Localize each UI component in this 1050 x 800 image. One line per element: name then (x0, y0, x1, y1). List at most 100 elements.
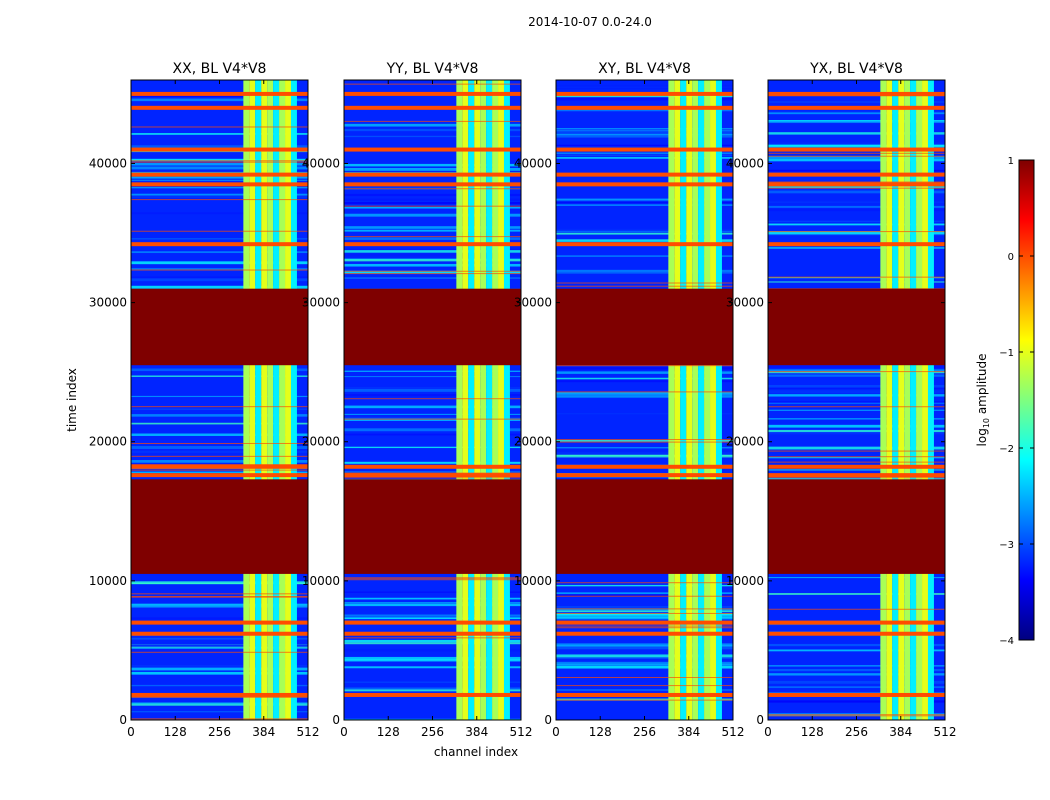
flagged-row (556, 439, 733, 441)
flagged-row (556, 676, 733, 678)
heatmap-streak (344, 386, 521, 389)
flagged-row (131, 620, 308, 625)
panels: XX, BL V4*V8 0 128 256 384 512 0 10000 20000 3000… (89, 61, 957, 739)
flagged-row (556, 91, 733, 96)
flagged-row (344, 398, 521, 400)
heatmap-streak (131, 98, 308, 102)
flagged-row (768, 371, 945, 373)
bright-channel-band (486, 80, 493, 720)
heatmap-streak (768, 220, 945, 222)
panel-title: YY, BL V4*V8 (386, 61, 479, 77)
heatmap-streak (344, 603, 521, 607)
y-tick-label: 10000 (726, 574, 764, 588)
flagged-row (768, 464, 945, 469)
flagged-row (556, 172, 733, 177)
heatmap-streak (768, 279, 945, 283)
heatmap-streak (344, 128, 521, 132)
heatmap-streak (768, 409, 945, 411)
flagged-row (556, 464, 733, 469)
heatmap-streak (344, 433, 521, 436)
x-tick-label: 384 (889, 725, 912, 739)
bright-channel-band (892, 80, 899, 720)
flagged-row (131, 91, 308, 96)
heatmap-streak (344, 687, 521, 690)
flagged-row (556, 694, 733, 696)
x-tick-label: 384 (465, 725, 488, 739)
heatmap-streak (344, 471, 521, 473)
flagged-row (556, 612, 733, 614)
flagged-row (768, 456, 945, 458)
heatmap-streak (768, 576, 945, 579)
flagged-row (344, 477, 521, 479)
heatmap-streak (768, 649, 945, 652)
heatmap-streak (556, 144, 733, 146)
y-tick-label: 0 (756, 713, 764, 727)
flagged-row (131, 464, 308, 469)
heatmap-streak (768, 686, 945, 689)
colorbar-label-amplitude: amplitude (975, 354, 989, 418)
saturated-block (768, 479, 945, 574)
flagged-row (344, 577, 521, 579)
heatmap-streak (131, 278, 308, 282)
heatmap-streak (768, 577, 945, 579)
bright-channel-band (474, 80, 481, 720)
heatmap-streak (556, 130, 733, 134)
flagged-row (768, 173, 945, 175)
heatmap-streak (131, 368, 308, 372)
heatmap-streak (556, 613, 733, 616)
heatmap-streak (768, 424, 945, 428)
heatmap-streak (344, 259, 521, 262)
heatmap-streak (344, 163, 521, 167)
heatmap-streak (556, 255, 733, 257)
heatmap-streak (344, 617, 521, 620)
heatmap-streak (556, 584, 733, 587)
heatmap-streak (131, 470, 308, 473)
saturated-block (768, 288, 945, 366)
heatmap-streak (344, 597, 521, 600)
heatmap-streak (768, 121, 945, 124)
heatmap-streak (556, 615, 733, 619)
heatmap-streak (556, 198, 733, 201)
x-axis-label: channel index (434, 745, 518, 759)
heatmap-streak (556, 608, 733, 611)
heatmap-streak (768, 232, 945, 236)
flagged-row (131, 242, 308, 247)
heatmap-streak (768, 277, 945, 279)
flagged-row (131, 230, 308, 232)
bright-channel-band (680, 80, 687, 720)
flagged-row (556, 182, 733, 187)
heatmap-streak (344, 237, 521, 239)
heatmap-streak (556, 657, 733, 659)
flagged-row (131, 596, 308, 598)
y-tick-label: 20000 (726, 435, 764, 449)
heatmap-streak (344, 413, 521, 415)
heatmap-streak (344, 376, 521, 378)
heatmap-streak (344, 428, 521, 432)
heatmap-streak (131, 193, 308, 196)
heatmap-streak (768, 457, 945, 459)
heatmap-streak (344, 123, 521, 127)
heatmap-streak (556, 152, 733, 155)
heatmap-streak (344, 419, 521, 421)
heatmap-streak (344, 248, 521, 251)
flagged-row (131, 126, 308, 128)
y-tick-label: 0 (119, 713, 127, 727)
heatmap-streak (131, 433, 308, 436)
heatmap-streak (768, 374, 945, 377)
heatmap-streak (131, 195, 308, 199)
bright-channel-band (686, 80, 693, 720)
bright-channel-band (503, 80, 510, 720)
heatmap-streak (556, 654, 733, 658)
flagged-row (131, 199, 308, 201)
flagged-row (556, 285, 733, 287)
heatmap-streak (768, 144, 945, 147)
heatmap-streak (768, 394, 945, 397)
x-tick-label: 0 (340, 725, 348, 739)
heatmap-streak (131, 664, 308, 667)
flagged-row (768, 242, 945, 247)
flagged-row (556, 595, 733, 597)
heatmap-streak (344, 370, 521, 372)
bright-channel-band (255, 80, 262, 720)
heatmap-streak (768, 169, 945, 172)
